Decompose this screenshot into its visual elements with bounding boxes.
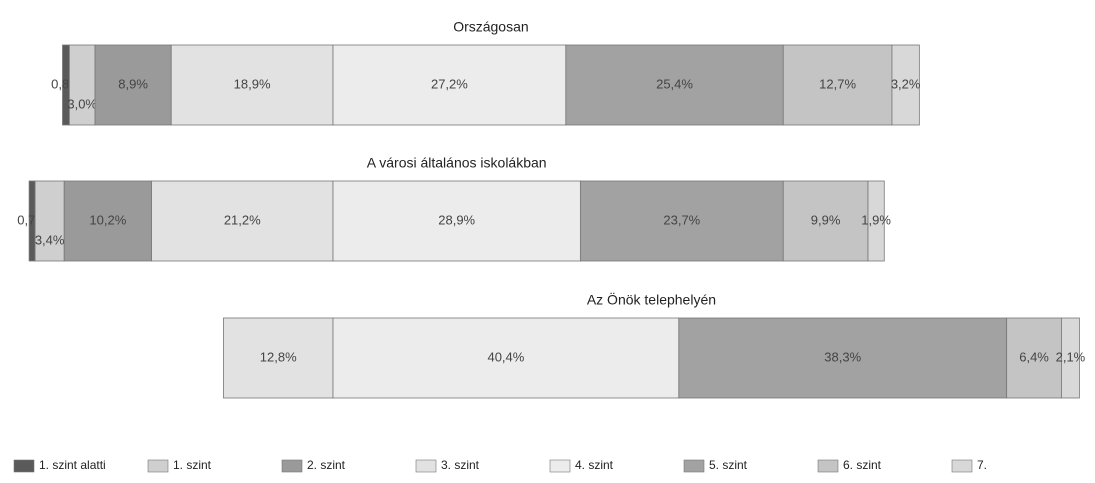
value-label: 6,4% [1019,349,1049,364]
bar-segment [332,44,567,126]
value-label: 18,9% [234,76,271,91]
value-label: 10,2% [89,212,126,227]
bar-segment [867,180,885,262]
bar-segment [63,180,152,262]
bar-segment [1061,317,1080,399]
legend-swatch [13,459,35,473]
legend-swatch [281,459,303,473]
legend-swatch [147,459,169,473]
value-label: 38,3% [824,349,861,364]
value-label: 9,9% [811,212,841,227]
value-label: 21,2% [224,212,261,227]
legend-swatch [683,459,705,473]
value-label: 12,7% [819,76,856,91]
value-label: 2,1% [1056,349,1086,364]
bar-segment [678,317,1008,399]
legend-label: 6. szint [843,458,882,472]
bar-segment [1006,317,1062,399]
bar-segment [891,44,920,126]
value-label: 8,9% [118,76,148,91]
legend-swatch [951,459,973,473]
bar-segment [68,44,96,126]
value-label: 25,4% [656,76,693,91]
legend-swatch [817,459,839,473]
value-label: 12,8% [260,349,297,364]
legend-label: 3. szint [441,458,480,472]
bar-segment [34,180,65,262]
value-label: 27,2% [431,76,468,91]
bar-segment [782,44,893,126]
bar-segment [223,317,334,399]
value-label: 40,4% [487,349,524,364]
bar-title: A városi általános iskolákban [367,155,547,171]
bar-segment [151,180,334,262]
value-label: 3,0% [67,96,97,111]
legend-label: 1. szint alatti [39,458,106,472]
legend-swatch [415,459,437,473]
bar-segment [579,180,784,262]
bar-segment [94,44,172,126]
bar-segment [565,44,784,126]
value-label: 28,9% [438,212,475,227]
legend-swatch [549,459,571,473]
legend-label: 2. szint [307,458,346,472]
value-label: 3,4% [35,232,65,247]
value-label: 23,7% [663,212,700,227]
bar-segment [332,317,680,399]
legend-label: 1. szint [173,458,212,472]
value-label: 1,9% [861,212,891,227]
bar-title: Az Önök telephelyén [587,291,716,308]
legend-label: 4. szint [575,458,614,472]
value-label: 3,2% [891,76,921,91]
legend-label: 5. szint [709,458,748,472]
bar-title: Országosan [453,19,528,35]
legend-label: 7. [977,458,987,472]
bar-segment [782,180,869,262]
